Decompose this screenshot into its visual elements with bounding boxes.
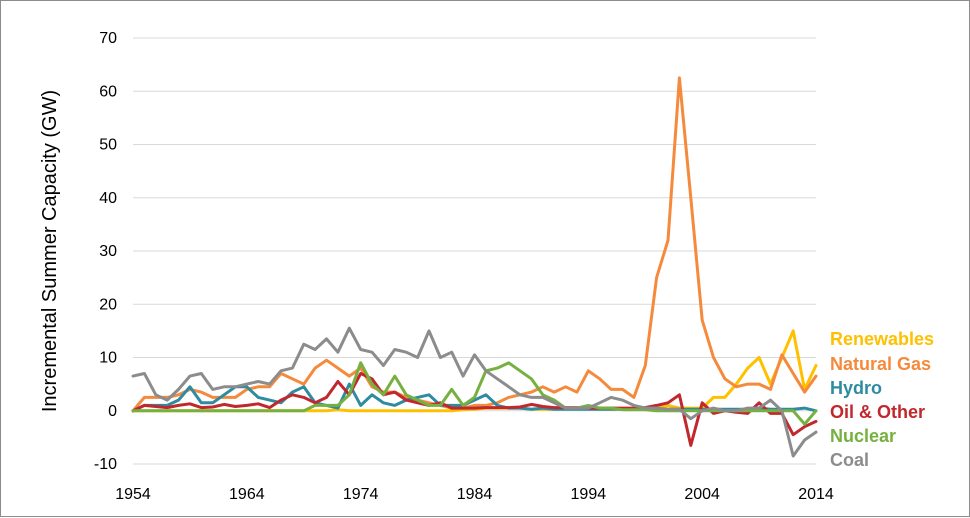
legend-item-oil-other: Oil & Other [830,402,925,422]
y-axis-label: Incremental Summer Capacity (GW) [39,90,61,412]
legend-item-natural-gas: Natural Gas [830,354,931,374]
y-tick-label: 50 [99,137,117,154]
y-tick-label: 30 [99,243,117,260]
series-line-hydro [131,382,818,413]
y-tick-label: 70 [99,30,117,47]
y-tick-label: 20 [99,296,117,313]
y-tick-label: 40 [99,190,117,207]
y-tick-label: 10 [99,350,117,367]
x-tick-label: 2004 [684,486,720,503]
x-tick-label: 1974 [343,486,379,503]
x-tick-label: 2014 [798,486,834,503]
x-tick-label: 1964 [229,486,265,503]
series-line-nuclear [131,361,818,426]
legend: Renewables Natural Gas Hydro Oil & Other Nuc… [830,329,934,470]
series-line-natural-gas [131,76,818,413]
x-tick-label: 1954 [115,486,151,503]
legend-item-renewables: Renewables [830,329,934,349]
x-axis-ticks: 1954 1964 1974 1984 1994 2004 2014 [115,486,834,503]
y-axis-ticks: -10 0 10 20 30 40 50 60 70 [94,30,117,473]
series-lines [131,76,818,458]
gridlines [133,37,816,465]
y-tick-label: 60 [99,83,117,100]
series-line-coal [131,326,818,458]
legend-item-hydro: Hydro [830,378,882,398]
x-tick-label: 1984 [457,486,493,503]
x-tick-label: 1994 [571,486,607,503]
series-line-oil-other [131,372,818,447]
y-tick-label: 0 [108,403,117,420]
legend-item-coal: Coal [830,450,869,470]
y-tick-label: -10 [94,456,117,473]
legend-item-nuclear: Nuclear [830,426,896,446]
